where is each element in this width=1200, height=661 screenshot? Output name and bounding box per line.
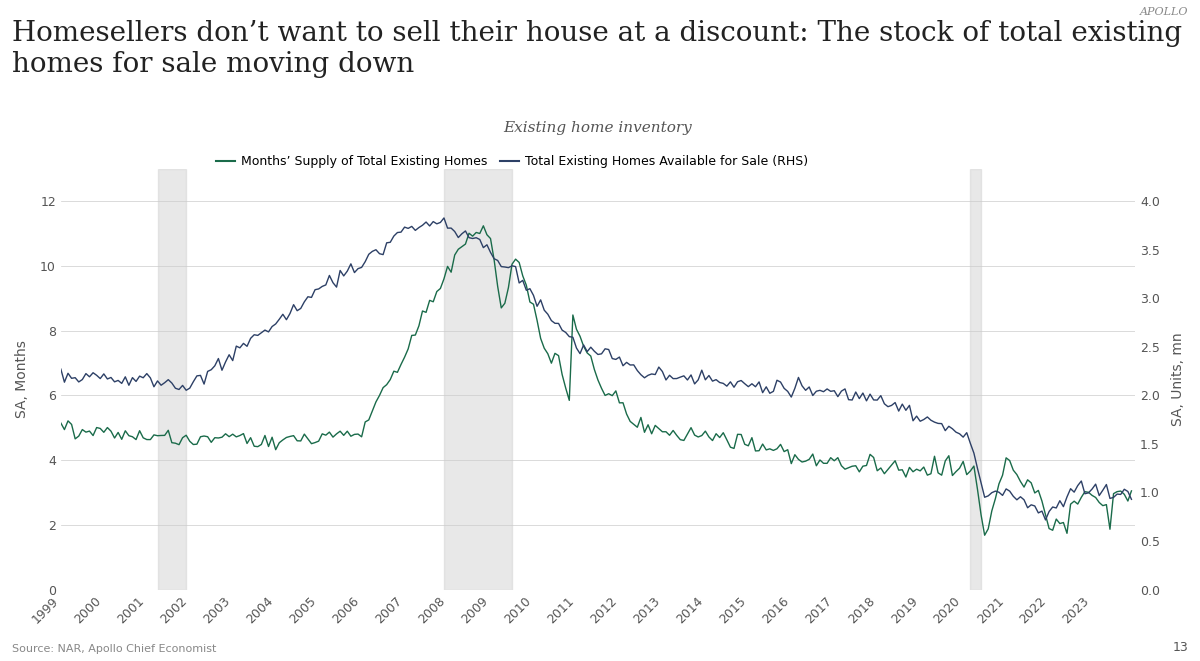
Bar [444,169,512,590]
Text: Homesellers don’t want to sell their house at a discount: The stock of total exi: Homesellers don’t want to sell their hou… [12,20,1182,78]
Bar [971,169,982,590]
Bar [157,169,186,590]
Y-axis label: SA, Months: SA, Months [14,340,29,418]
Y-axis label: SA, Units, mn: SA, Units, mn [1171,332,1186,426]
Text: Source: NAR, Apollo Chief Economist: Source: NAR, Apollo Chief Economist [12,644,216,654]
Legend: Months’ Supply of Total Existing Homes, Total Existing Homes Available for Sale : Months’ Supply of Total Existing Homes, … [211,150,814,173]
Text: 13: 13 [1172,641,1188,654]
Text: Existing home inventory: Existing home inventory [504,121,692,136]
Text: APOLLO: APOLLO [1140,7,1188,17]
